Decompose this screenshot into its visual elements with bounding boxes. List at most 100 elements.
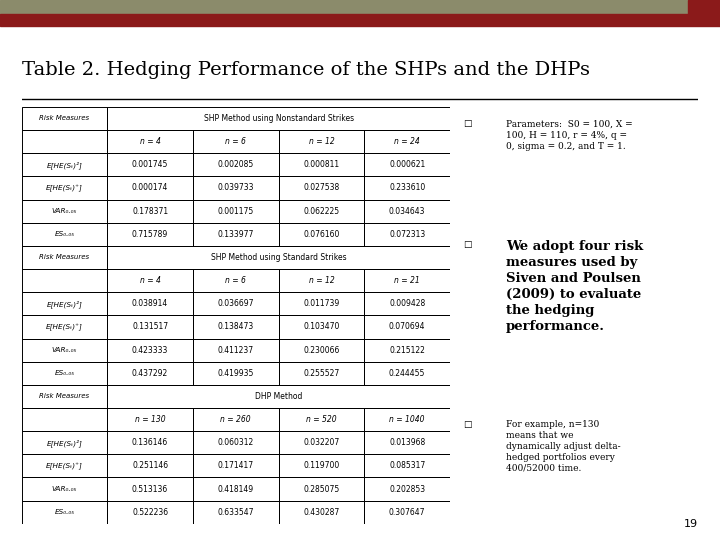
Text: n = 4: n = 4 bbox=[140, 276, 161, 285]
Text: 0.062225: 0.062225 bbox=[303, 207, 340, 215]
Text: 0.285075: 0.285075 bbox=[303, 484, 340, 494]
Text: n = 12: n = 12 bbox=[309, 276, 334, 285]
Bar bbox=[279, 477, 364, 501]
Text: 0.418149: 0.418149 bbox=[217, 484, 254, 494]
Bar bbox=[107, 130, 193, 153]
Bar bbox=[364, 200, 450, 222]
Text: 0.002085: 0.002085 bbox=[217, 160, 254, 170]
Text: 0.430287: 0.430287 bbox=[303, 508, 340, 517]
Text: 0.522236: 0.522236 bbox=[132, 508, 168, 517]
Text: 0.255527: 0.255527 bbox=[303, 369, 340, 378]
Bar bbox=[279, 431, 364, 454]
Text: 0.133977: 0.133977 bbox=[217, 230, 254, 239]
Bar bbox=[364, 130, 450, 153]
Text: 0.036697: 0.036697 bbox=[217, 299, 254, 308]
Bar bbox=[279, 130, 364, 153]
Text: 0.072313: 0.072313 bbox=[389, 230, 426, 239]
Text: 0.178371: 0.178371 bbox=[132, 207, 168, 215]
Text: For example, n=130
means that we
dynamically adjust delta-
hedged portfolios eve: For example, n=130 means that we dynamic… bbox=[506, 420, 621, 473]
Text: 0.411237: 0.411237 bbox=[217, 346, 254, 355]
Bar bbox=[107, 269, 193, 292]
Bar bbox=[193, 408, 279, 431]
Text: 0.633547: 0.633547 bbox=[217, 508, 254, 517]
Text: 0.060312: 0.060312 bbox=[217, 438, 254, 447]
Bar bbox=[193, 222, 279, 246]
Bar bbox=[279, 362, 364, 385]
Bar bbox=[279, 153, 364, 177]
Text: 0.032207: 0.032207 bbox=[303, 438, 340, 447]
Bar bbox=[22, 107, 107, 130]
Text: 0.437292: 0.437292 bbox=[132, 369, 168, 378]
Text: 0.034643: 0.034643 bbox=[389, 207, 426, 215]
Bar bbox=[193, 362, 279, 385]
Bar bbox=[279, 292, 364, 315]
Text: E[HE(Sₜ)⁺]: E[HE(Sₜ)⁺] bbox=[46, 184, 83, 192]
Text: E[HE(Sₜ)²]: E[HE(Sₜ)²] bbox=[47, 300, 82, 308]
Text: 0.119700: 0.119700 bbox=[303, 461, 340, 470]
Bar bbox=[193, 339, 279, 362]
Text: 0.244455: 0.244455 bbox=[389, 369, 426, 378]
Bar bbox=[22, 431, 107, 454]
Bar bbox=[0, 14, 720, 26]
Bar bbox=[107, 431, 193, 454]
Text: 0.307647: 0.307647 bbox=[389, 508, 426, 517]
Bar bbox=[364, 177, 450, 200]
Bar bbox=[364, 477, 450, 501]
Text: ES₀.₀₅: ES₀.₀₅ bbox=[55, 509, 74, 515]
Bar bbox=[107, 408, 193, 431]
Bar bbox=[22, 477, 107, 501]
Text: 0.715789: 0.715789 bbox=[132, 230, 168, 239]
Text: 0.000811: 0.000811 bbox=[303, 160, 340, 170]
Text: n = 24: n = 24 bbox=[395, 137, 420, 146]
Text: n = 130: n = 130 bbox=[135, 415, 166, 424]
Bar bbox=[193, 431, 279, 454]
Bar bbox=[279, 315, 364, 339]
Bar bbox=[364, 292, 450, 315]
Bar bbox=[22, 362, 107, 385]
Bar bbox=[193, 501, 279, 524]
Bar bbox=[22, 130, 107, 153]
Bar bbox=[364, 153, 450, 177]
Text: DHP Method: DHP Method bbox=[255, 392, 302, 401]
Bar bbox=[279, 408, 364, 431]
Text: 0.419935: 0.419935 bbox=[217, 369, 254, 378]
Text: 0.011739: 0.011739 bbox=[303, 299, 340, 308]
Bar bbox=[22, 408, 107, 431]
Bar bbox=[22, 269, 107, 292]
Text: 19: 19 bbox=[684, 519, 698, 529]
Text: Parameters:  S0 = 100, X =
100, H = 110, r = 4%, q =
0, sigma = 0.2, and T = 1.: Parameters: S0 = 100, X = 100, H = 110, … bbox=[506, 119, 633, 151]
Bar bbox=[279, 501, 364, 524]
Text: 0.171417: 0.171417 bbox=[217, 461, 254, 470]
Text: Risk Measures: Risk Measures bbox=[40, 116, 89, 122]
Bar bbox=[107, 246, 450, 269]
Bar bbox=[364, 339, 450, 362]
Text: ES₀.₀₅: ES₀.₀₅ bbox=[55, 231, 74, 237]
Bar bbox=[279, 454, 364, 477]
Bar bbox=[279, 222, 364, 246]
Bar bbox=[22, 292, 107, 315]
Text: 0.138473: 0.138473 bbox=[217, 322, 254, 332]
Bar bbox=[22, 200, 107, 222]
Bar bbox=[688, 0, 720, 14]
Bar bbox=[107, 385, 450, 408]
Text: 0.076160: 0.076160 bbox=[303, 230, 340, 239]
Text: n = 6: n = 6 bbox=[225, 276, 246, 285]
Text: 0.085317: 0.085317 bbox=[389, 461, 426, 470]
Text: n = 520: n = 520 bbox=[306, 415, 337, 424]
Text: SHP Method using Standard Strikes: SHP Method using Standard Strikes bbox=[211, 253, 346, 262]
Bar bbox=[22, 153, 107, 177]
Bar bbox=[107, 107, 450, 130]
Text: E[HE(Sₜ)⁺]: E[HE(Sₜ)⁺] bbox=[46, 323, 83, 330]
Text: Risk Measures: Risk Measures bbox=[40, 254, 89, 260]
Bar bbox=[107, 339, 193, 362]
Text: VAR₀.₀₅: VAR₀.₀₅ bbox=[52, 486, 77, 492]
Bar bbox=[107, 292, 193, 315]
Bar bbox=[193, 315, 279, 339]
Bar bbox=[364, 362, 450, 385]
Bar bbox=[193, 292, 279, 315]
Text: 0.038914: 0.038914 bbox=[132, 299, 168, 308]
Bar bbox=[22, 385, 107, 408]
Bar bbox=[22, 315, 107, 339]
Bar bbox=[364, 454, 450, 477]
Text: SHP Method using Nonstandard Strikes: SHP Method using Nonstandard Strikes bbox=[204, 114, 354, 123]
